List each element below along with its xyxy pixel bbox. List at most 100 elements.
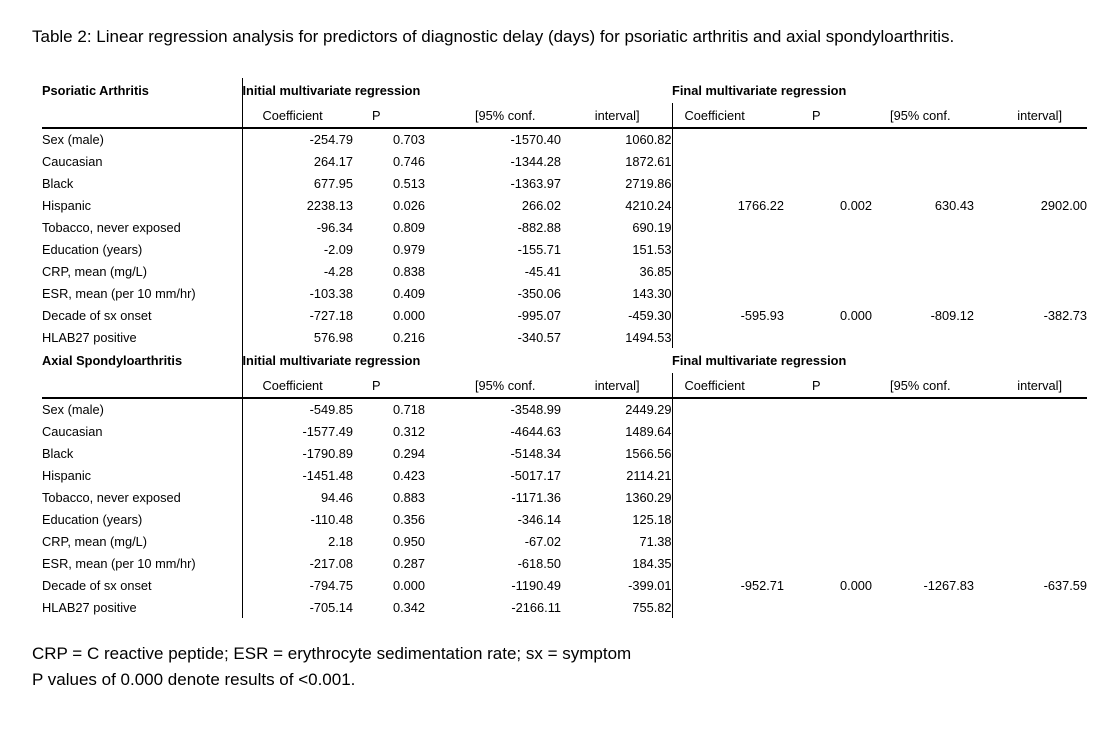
cell-final-2 (872, 442, 974, 464)
cell-initial-1: 0.287 (392, 555, 425, 571)
cell-final-2 (872, 128, 974, 150)
cell-final-2: -1267.83 (923, 577, 975, 593)
cell-initial-1: 0.883 (392, 489, 425, 505)
cell-final-3 (974, 442, 1087, 464)
cell-final-1 (784, 150, 872, 172)
cell-final-0 (671, 486, 785, 508)
cell-initial-1: 0.026 (392, 197, 425, 213)
cell-initial-3: 143.30 (632, 285, 672, 301)
row-label: CRP, mean (mg/L) (42, 533, 148, 549)
cell-initial-0: -705.14 (241, 596, 353, 618)
cell-final-2 (872, 238, 974, 260)
table-row: ESR, mean (per 10 mm/hr) -103.38 0.409 -350… (42, 282, 1087, 304)
cell-initial-2: -4644.63 (510, 423, 561, 439)
cell-final-1 (784, 216, 872, 238)
cell-final-0 (671, 238, 785, 260)
cell-initial-3: 1566.56 (625, 445, 672, 461)
cell-initial-2: -346.14 (517, 511, 561, 527)
cell-initial-2: -5148.34 (510, 445, 561, 461)
cell-final-1 (784, 596, 872, 618)
cell-final-2 (872, 216, 974, 238)
cell-final-2: -809.12 (930, 307, 975, 323)
cell-initial-1: 0.000 (392, 307, 425, 323)
cell-final-3 (974, 216, 1087, 238)
cell-initial-2: -1190.49 (511, 577, 561, 593)
cell-initial-3: 2114.21 (626, 467, 672, 483)
cell-initial-0: -794.75 (241, 574, 353, 596)
column-header-final-2: [95% conf. (872, 373, 975, 399)
cell-final-3 (974, 150, 1087, 172)
cell-final-3 (974, 128, 1087, 150)
column-header-spacer (42, 373, 242, 399)
column-header-row: Coefficient P [95% conf. interval] Coefficie… (42, 373, 1088, 399)
footnote-abbreviations: CRP = C reactive peptide; ESR = erythroc… (32, 644, 632, 663)
cell-final-0 (671, 530, 785, 552)
cell-initial-0: -96.34 (241, 216, 353, 238)
row-label: Black (42, 445, 74, 461)
row-label: Education (years) (42, 241, 143, 257)
cell-initial-3: -459.30 (628, 307, 672, 323)
cell-final-1 (784, 398, 872, 420)
cell-final-1 (784, 172, 872, 194)
cell-final-0 (671, 464, 785, 486)
column-header-final-2: [95% conf. (872, 103, 975, 129)
cell-initial-3: 1489.64 (625, 423, 672, 439)
row-label: HLAB27 positive (42, 599, 137, 615)
column-header-final-0: Coefficient (671, 373, 785, 399)
table-row: Sex (male) -254.79 0.703 -1570.40 1060.82 (42, 128, 1087, 150)
cell-initial-2: -995.07 (517, 307, 561, 323)
cell-final-3 (974, 326, 1087, 348)
cell-final-2 (872, 552, 974, 574)
column-header-final-0: Coefficient (671, 103, 785, 129)
cell-final-1 (784, 552, 872, 574)
table-row: HLAB27 positive 576.98 0.216 -340.57 1494.53 (42, 326, 1087, 348)
cell-initial-3: 755.82 (632, 599, 672, 615)
cell-final-3 (974, 420, 1087, 442)
cell-initial-1: 0.342 (392, 599, 425, 615)
cell-final-3 (974, 596, 1087, 618)
column-group-initial: Initial multivariate regression (241, 348, 673, 373)
cell-final-2 (872, 508, 974, 530)
column-header-initial-3: interval] (561, 103, 673, 129)
row-label: Caucasian (42, 423, 103, 439)
cell-initial-2: -882.88 (517, 219, 561, 235)
row-label: Black (42, 175, 74, 191)
cell-final-0 (671, 326, 785, 348)
regression-table-body: Psoriatic Arthritis Initial multivariate … (42, 78, 1088, 618)
cell-final-3 (974, 552, 1087, 574)
cell-initial-0: 2238.13 (241, 194, 353, 216)
cell-initial-2: -1344.28 (510, 153, 561, 169)
cell-final-2 (872, 282, 974, 304)
cell-final-0 (671, 128, 785, 150)
cell-final-3 (974, 260, 1087, 282)
cell-initial-1: 0.718 (392, 402, 425, 417)
row-label: Decade of sx onset (42, 577, 152, 593)
cell-final-3 (974, 508, 1087, 530)
cell-final-0 (671, 260, 785, 282)
cell-final-0 (671, 150, 785, 172)
cell-final-0 (671, 172, 785, 194)
cell-final-3 (974, 486, 1087, 508)
row-label: Sex (male) (42, 402, 104, 417)
cell-initial-0: 677.95 (241, 172, 353, 194)
row-label: Decade of sx onset (42, 307, 152, 323)
cell-final-0 (671, 508, 785, 530)
cell-initial-3: 125.18 (632, 511, 672, 527)
footnotes: CRP = C reactive peptide; ESR = erythroc… (32, 641, 631, 693)
column-header-spacer (42, 103, 242, 129)
cell-initial-1: 0.312 (392, 423, 425, 439)
table-row: Sex (male) -549.85 0.718 -3548.99 2449.29 (42, 398, 1087, 420)
cell-initial-0: -4.28 (241, 260, 353, 282)
cell-initial-2: -155.71 (517, 241, 561, 257)
column-header-initial-1: P (353, 103, 425, 129)
cell-final-1 (784, 508, 872, 530)
section-header-row: Psoriatic Arthritis Initial multivariate … (42, 78, 1087, 103)
section-header-row: Axial Spondyloarthritis Initial multivari… (42, 348, 1087, 373)
table-row: Education (years) -2.09 0.979 -155.71 151.53 (42, 238, 1087, 260)
cell-initial-0: 264.17 (241, 150, 353, 172)
cell-initial-3: 1872.61 (625, 153, 672, 169)
cell-final-3: -637.59 (1043, 577, 1088, 593)
cell-initial-1: 0.809 (392, 219, 425, 235)
cell-final-3 (974, 282, 1087, 304)
cell-final-3 (974, 530, 1087, 552)
